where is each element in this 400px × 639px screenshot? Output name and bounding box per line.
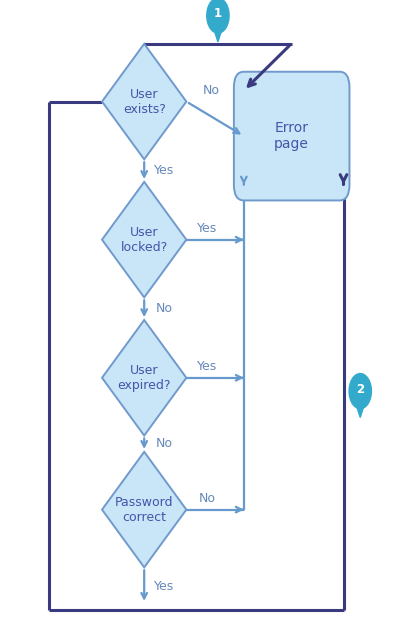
Polygon shape <box>102 182 186 297</box>
Polygon shape <box>102 320 186 436</box>
Text: Password
correct: Password correct <box>115 496 174 523</box>
Text: User
locked?: User locked? <box>120 226 168 254</box>
Text: No: No <box>156 302 173 315</box>
Circle shape <box>207 0 229 33</box>
Text: Yes: Yes <box>154 164 174 177</box>
Text: 2: 2 <box>356 383 364 396</box>
FancyBboxPatch shape <box>234 72 350 201</box>
Text: Error
page: Error page <box>274 121 309 151</box>
Circle shape <box>349 374 372 409</box>
Text: No: No <box>156 437 173 450</box>
Text: User
exists?: User exists? <box>123 88 166 116</box>
Text: No: No <box>203 84 220 96</box>
Polygon shape <box>102 44 186 159</box>
Polygon shape <box>102 452 186 567</box>
Text: Yes: Yes <box>154 580 174 593</box>
Polygon shape <box>211 21 225 42</box>
Text: 1: 1 <box>214 7 222 20</box>
Text: Yes: Yes <box>197 222 217 235</box>
Text: Yes: Yes <box>197 360 217 373</box>
Text: User
expired?: User expired? <box>118 364 171 392</box>
Text: No: No <box>199 492 216 505</box>
Polygon shape <box>354 396 367 417</box>
